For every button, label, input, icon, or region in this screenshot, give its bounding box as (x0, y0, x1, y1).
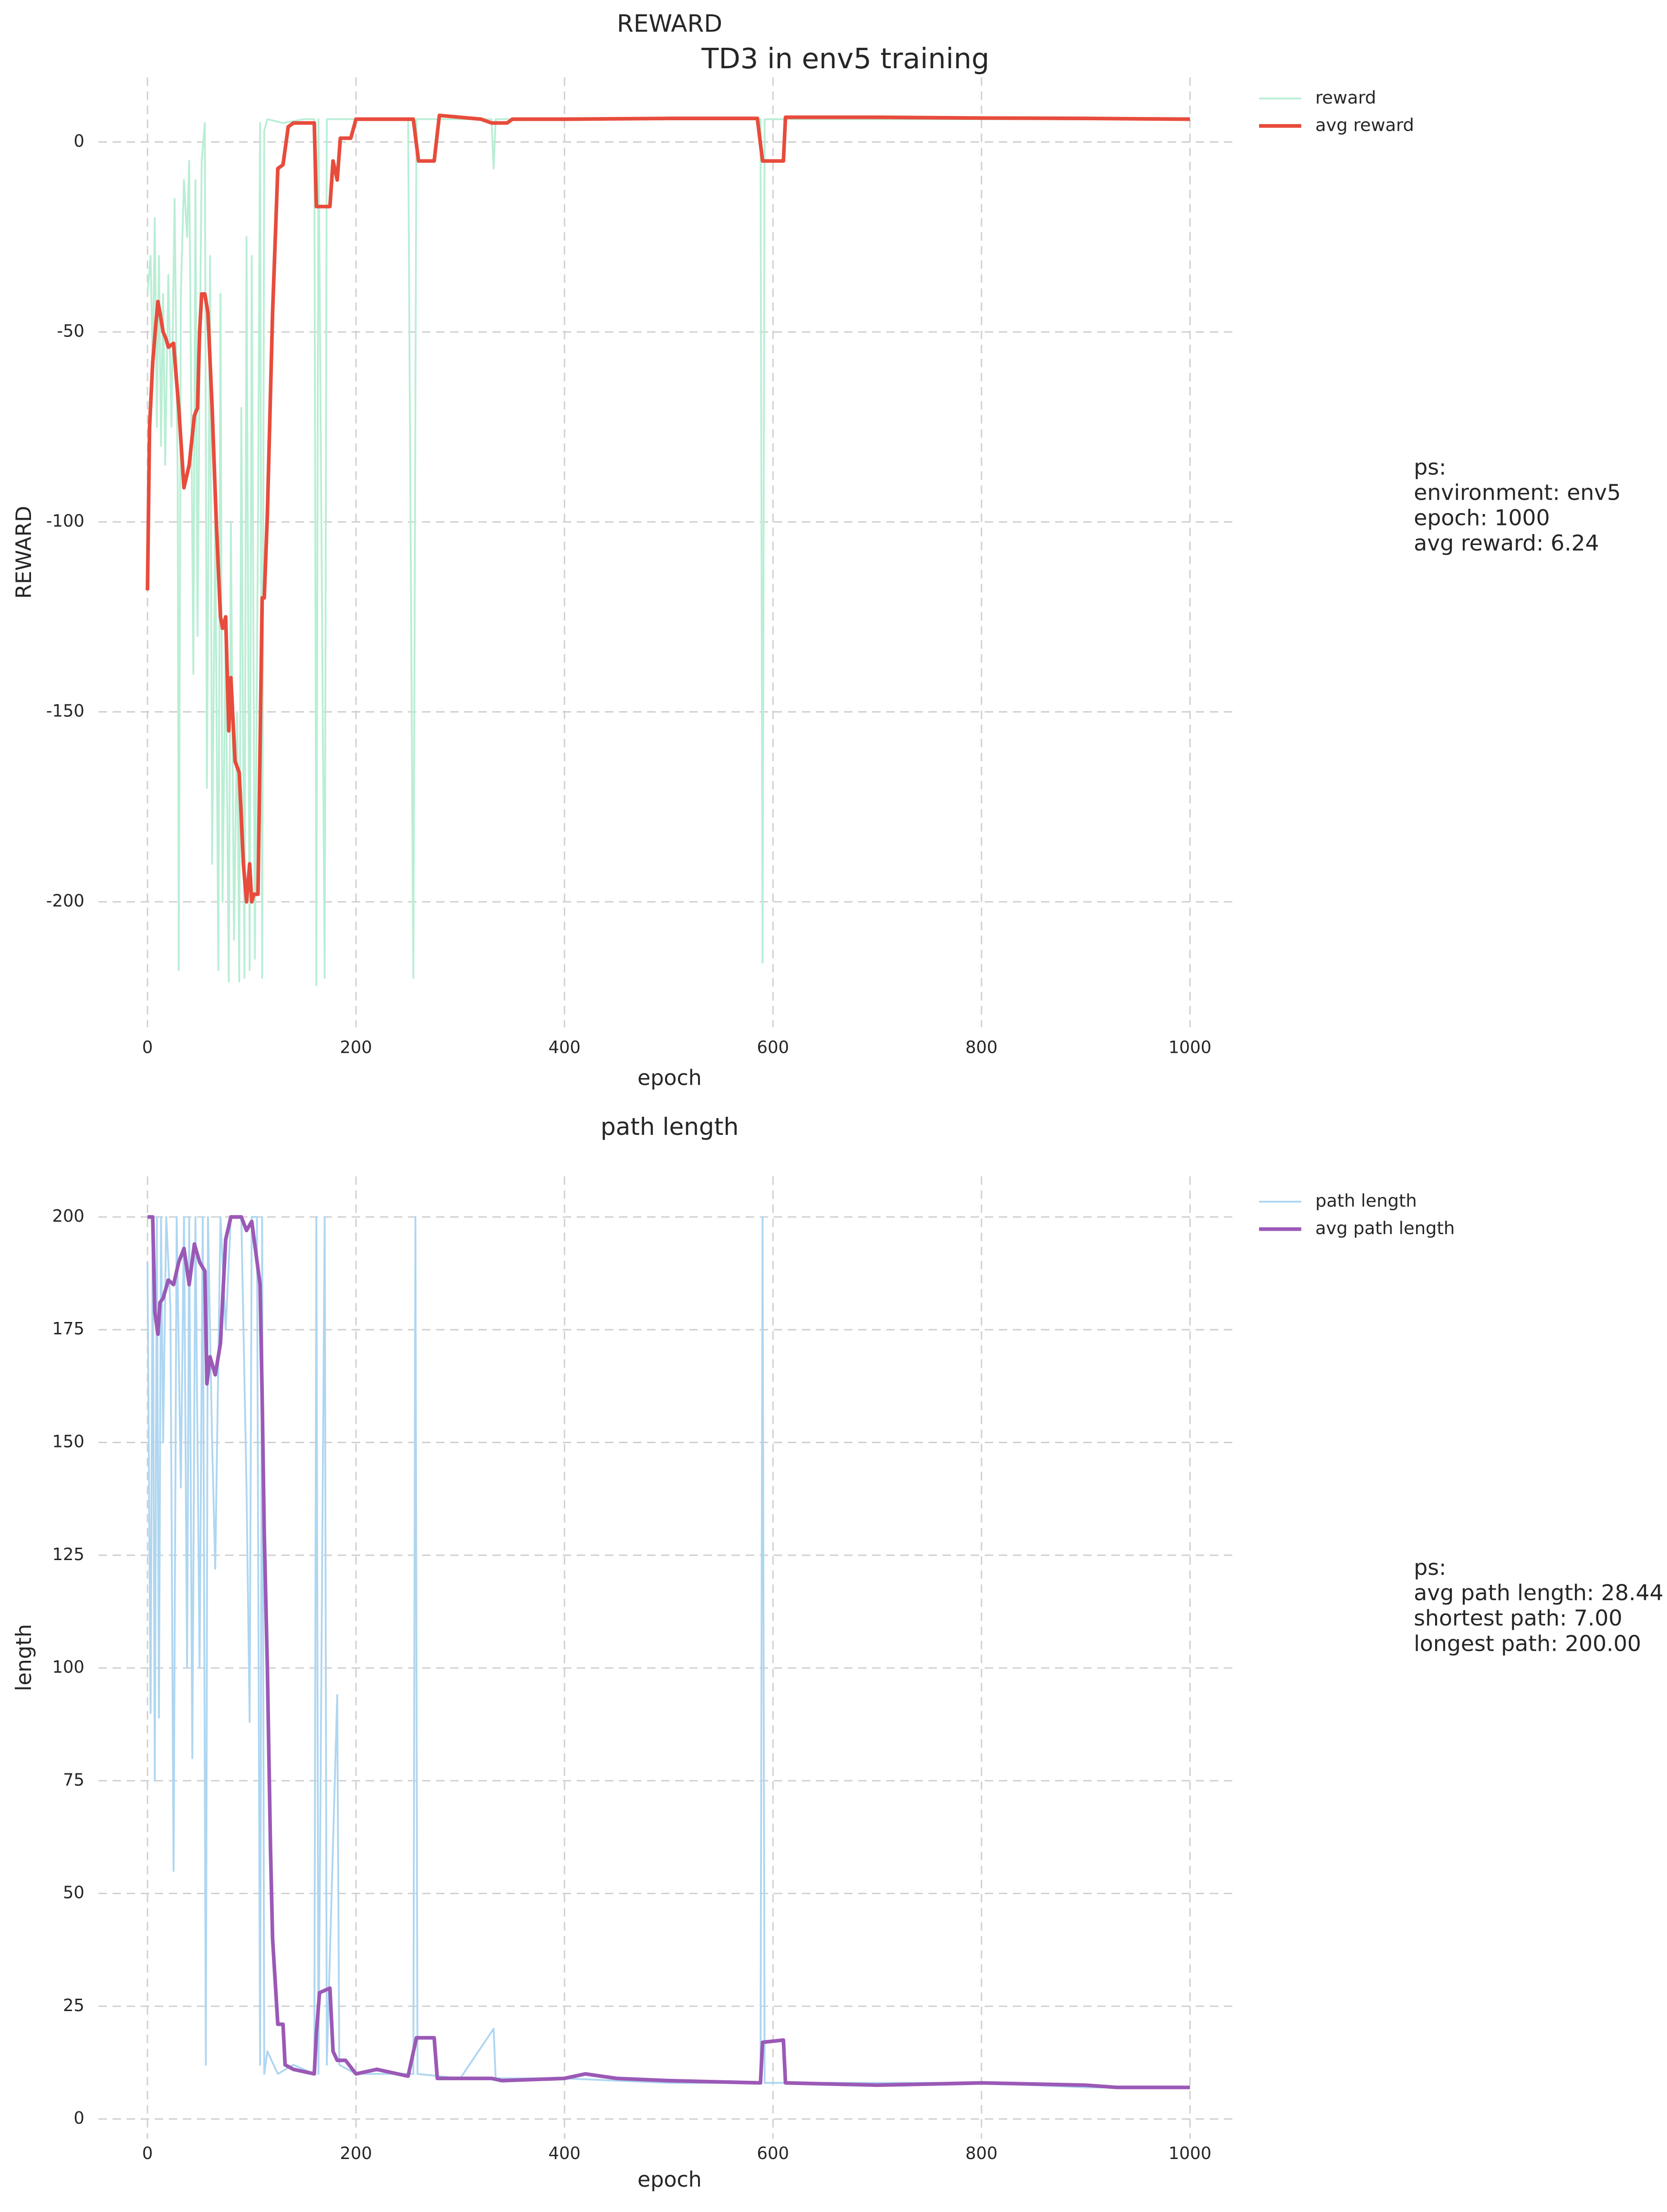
x-tick-label: 800 (965, 2144, 998, 2163)
line-series (146, 118, 1190, 986)
y-tick-label: 125 (52, 1545, 84, 1564)
legend-label: avg path length (1315, 1218, 1455, 1238)
x-tick-label: 600 (757, 1038, 789, 1058)
x-tick-label: 1000 (1168, 1038, 1211, 1058)
y-tick-label: -200 (46, 891, 84, 911)
x-tick-label: 1000 (1168, 2144, 1211, 2163)
legend-label: avg reward (1315, 115, 1414, 135)
annotation: avg path length: 28.44 (1414, 1580, 1663, 1605)
chart-title: REWARD (617, 10, 722, 38)
y-axis-label: length (12, 1624, 36, 1691)
y-axis-label: REWARD (12, 506, 36, 599)
y-tick-label: 0 (73, 2108, 84, 2128)
line-series (146, 113, 1190, 904)
y-tick-label: 100 (52, 1657, 84, 1677)
x-tick-label: 200 (340, 1038, 372, 1058)
x-tick-label: 200 (340, 2144, 372, 2163)
figure-title: TD3 in env5 training (701, 42, 989, 75)
x-tick-label: 400 (548, 1038, 581, 1058)
y-tick-label: 75 (63, 1770, 84, 1790)
y-tick-label: 150 (52, 1432, 84, 1452)
x-tick-label: 600 (757, 2144, 789, 2163)
x-tick-label: 400 (548, 2144, 581, 2163)
line-series (146, 1216, 1190, 2088)
legend-label: reward (1315, 87, 1376, 108)
legend-label: path length (1315, 1190, 1417, 1211)
y-tick-label: 200 (52, 1206, 84, 1226)
y-tick-label: 25 (63, 1996, 84, 2015)
annotation: epoch: 1000 (1414, 505, 1550, 530)
y-tick-label: -50 (57, 322, 84, 341)
x-tick-label: 800 (965, 1038, 998, 1058)
x-tick-label: 0 (142, 1038, 153, 1058)
y-tick-label: -100 (46, 512, 84, 531)
x-axis-label: epoch (637, 1066, 702, 1090)
annotation: ps: (1414, 454, 1446, 480)
annotation: avg reward: 6.24 (1414, 531, 1599, 556)
chart-title: path length (601, 1112, 739, 1141)
annotation: environment: env5 (1414, 480, 1621, 505)
y-tick-label: 50 (63, 1883, 84, 1903)
y-tick-label: 175 (52, 1319, 84, 1339)
x-axis-label: epoch (637, 2168, 702, 2192)
annotation: shortest path: 7.00 (1414, 1605, 1622, 1631)
line-series (147, 1215, 1190, 2089)
x-tick-label: 0 (142, 2144, 153, 2163)
y-tick-label: 0 (73, 132, 84, 151)
annotation: longest path: 200.00 (1414, 1631, 1641, 1656)
y-tick-label: -150 (46, 702, 84, 721)
annotation: ps: (1414, 1555, 1446, 1580)
